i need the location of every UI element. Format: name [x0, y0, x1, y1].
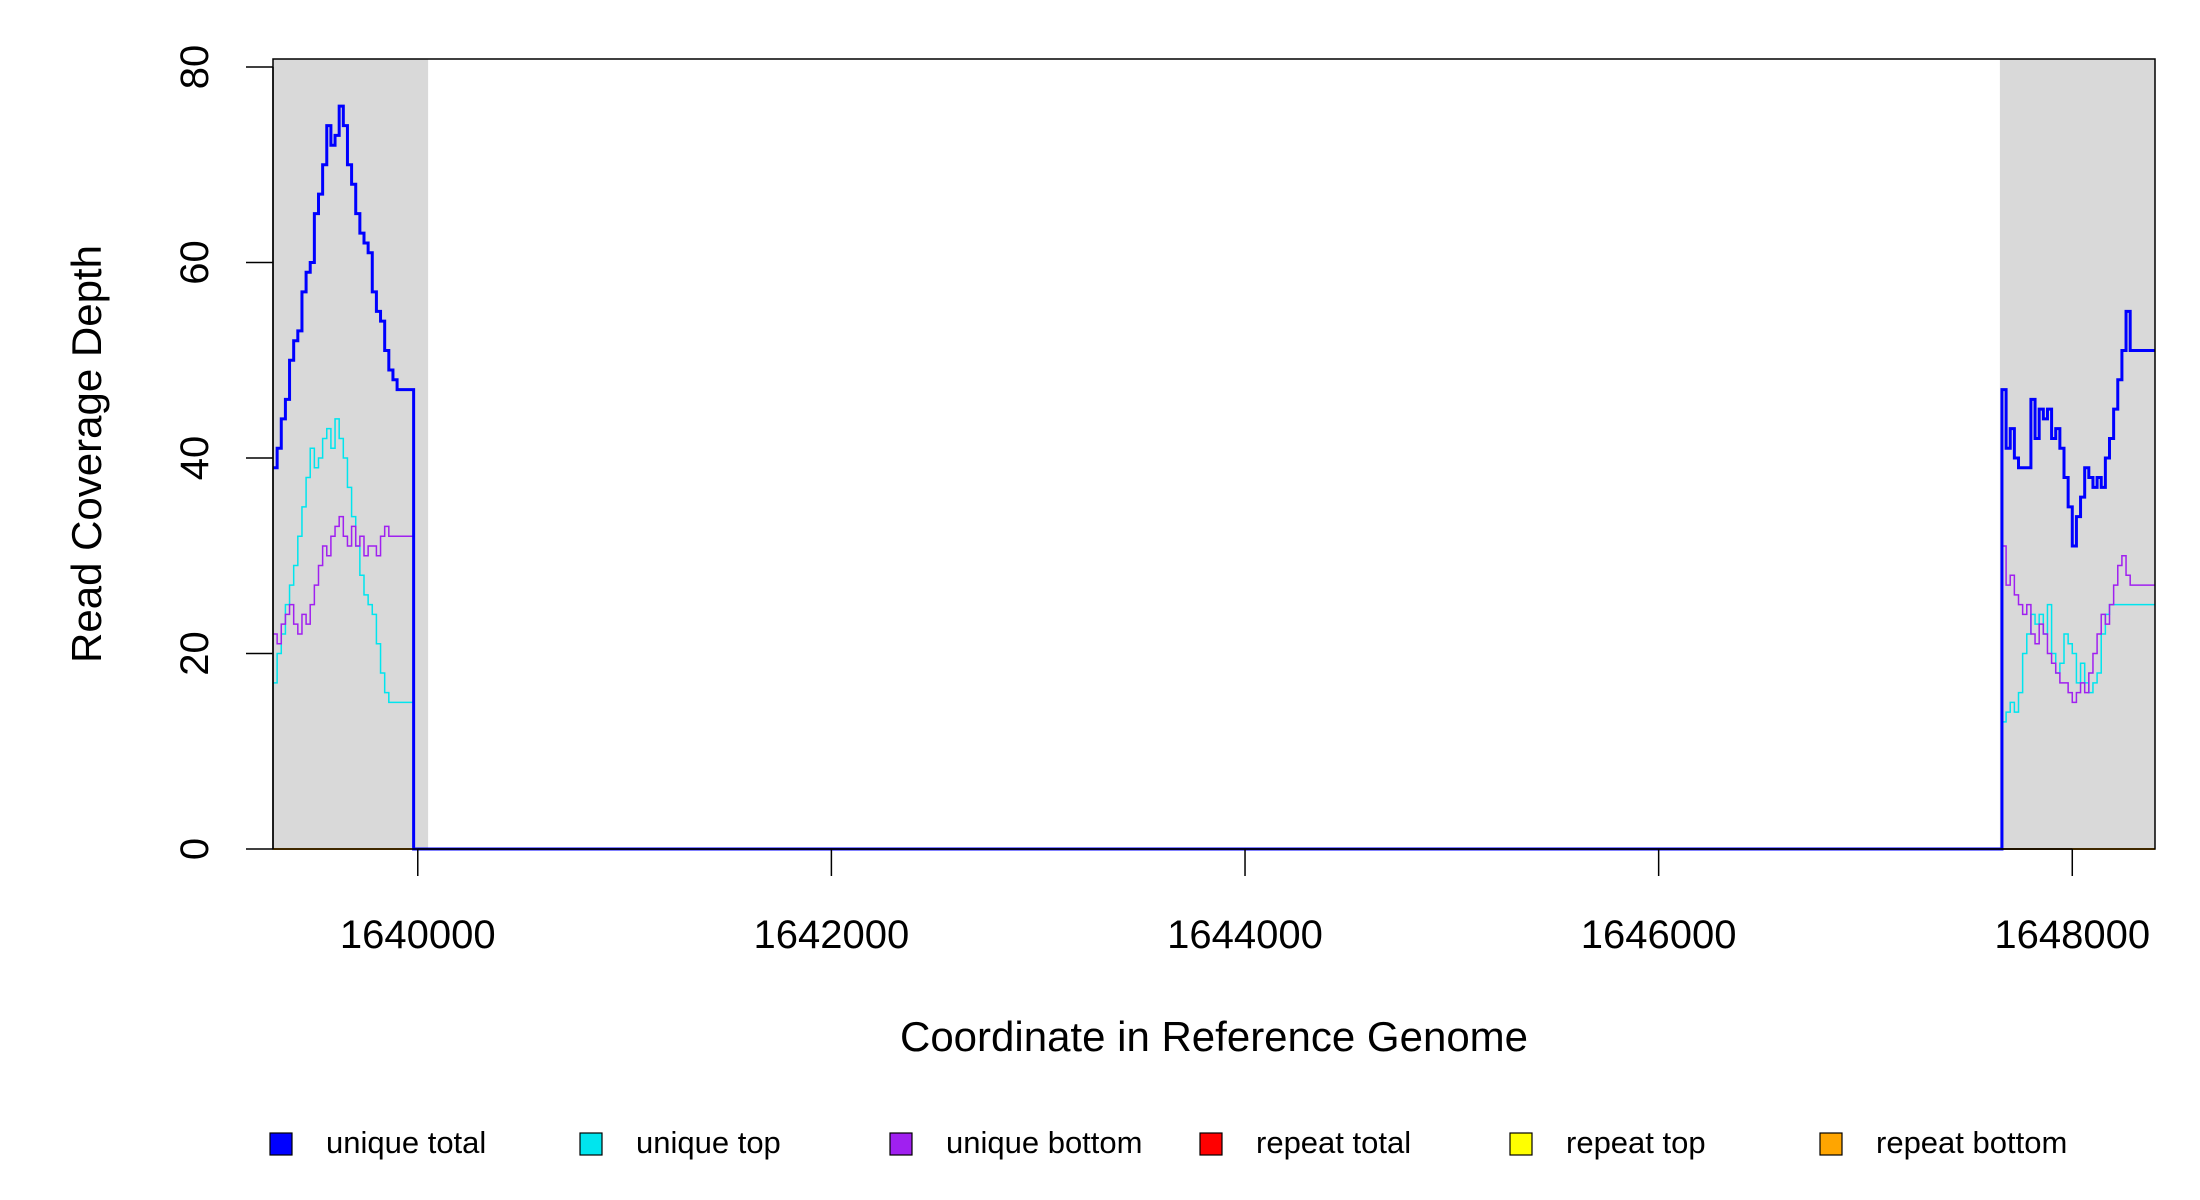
x-tick-label: 1640000 — [340, 913, 496, 957]
y-axis-title: Read Coverage Depth — [63, 245, 110, 663]
plot-frame — [272, 58, 2156, 850]
x-axis-title: Coordinate in Reference Genome — [900, 1013, 1528, 1060]
shaded-region-2 — [1999, 59, 2155, 849]
legend-label-unique-top: unique top — [636, 1125, 781, 1160]
shaded-regions — [273, 59, 2155, 849]
y-axis: 0 20 40 60 80 — [173, 45, 274, 860]
legend-swatch-repeat-top — [1509, 1132, 1533, 1156]
legend-label-repeat-bottom: repeat bottom — [1876, 1125, 2067, 1160]
y-tick-label: 40 — [173, 436, 217, 481]
legend-label-repeat-total: repeat total — [1256, 1125, 1411, 1160]
x-tick-label: 1644000 — [1167, 913, 1323, 957]
x-axis: 1640000 1642000 1644000 1646000 1648000 — [340, 848, 2150, 957]
x-tick-label: 1642000 — [754, 913, 910, 957]
legend-label-repeat-top: repeat top — [1566, 1125, 1706, 1160]
series-unique-total — [273, 104, 2155, 851]
shaded-region-1 — [273, 59, 429, 849]
y-tick-label: 0 — [173, 838, 217, 860]
x-tick-label: 1648000 — [1994, 913, 2150, 957]
legend-label-unique-total: unique total — [326, 1125, 486, 1160]
legend-swatch-repeat-bottom — [1819, 1132, 1843, 1156]
y-tick-label: 60 — [173, 240, 217, 285]
series-unique-bottom — [273, 515, 2155, 850]
legend-swatch-unique-top — [579, 1132, 603, 1156]
legend-swatch-repeat-total — [1199, 1132, 1223, 1156]
legend: unique total unique top unique bottom repea… — [269, 1125, 2067, 1160]
series-unique-top — [273, 418, 2155, 850]
x-tick-label: 1646000 — [1581, 913, 1737, 957]
legend-swatch-unique-total — [269, 1132, 293, 1156]
legend-label-unique-bottom: unique bottom — [946, 1125, 1142, 1160]
series-lines — [273, 104, 2155, 851]
legend-swatch-unique-bottom — [889, 1132, 913, 1156]
y-tick-label: 80 — [173, 45, 217, 90]
y-tick-label: 20 — [173, 631, 217, 676]
